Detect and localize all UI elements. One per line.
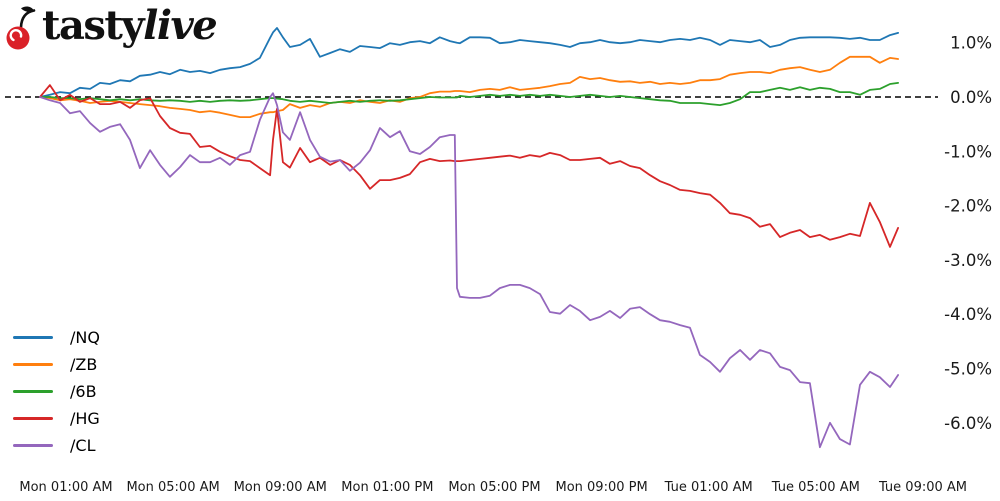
logo-text-live: live — [143, 2, 218, 49]
x-tick-label: Tue 05:00 AM — [771, 480, 860, 495]
y-tick-label: -5.0% — [944, 360, 992, 379]
x-tick-label: Tue 09:00 AM — [878, 480, 967, 495]
legend-line-swatch-cl — [13, 444, 53, 447]
legend-item-label: /ZB — [70, 354, 98, 374]
series-line-6b — [39, 82, 899, 106]
series-line-cl — [39, 92, 899, 449]
tastylive-logo: tastylive — [6, 2, 218, 51]
legend-item-zb: /ZB — [13, 351, 100, 378]
y-tick-label: 1.0% — [950, 34, 992, 53]
logo-wordmark: tastylive — [42, 2, 218, 49]
x-tick-label: Mon 01:00 AM — [19, 480, 112, 495]
legend-item-6b: /6B — [13, 378, 100, 405]
x-tick-label: Mon 05:00 PM — [448, 480, 540, 495]
x-tick-label: Mon 09:00 PM — [555, 480, 647, 495]
logo-text-tasty: tasty — [42, 2, 145, 49]
legend-line-swatch-6b — [13, 390, 53, 393]
y-tick-label: -3.0% — [944, 251, 992, 270]
legend-line-swatch-nq — [13, 336, 53, 339]
legend-line-swatch-zb — [13, 363, 53, 366]
legend-item-label: /6B — [70, 381, 97, 401]
legend-item-label: /CL — [70, 435, 96, 455]
y-tick-label: 0.0% — [950, 88, 992, 107]
legend-line-swatch-hg — [13, 417, 53, 420]
x-tick-label: Mon 05:00 AM — [126, 480, 219, 495]
y-tick-label: -4.0% — [944, 305, 992, 324]
legend-item-nq: /NQ — [13, 324, 100, 351]
legend-item-cl: /CL — [13, 432, 100, 459]
x-tick-label: Mon 01:00 PM — [341, 480, 433, 495]
y-tick-label: -1.0% — [944, 142, 992, 161]
cherry-icon — [6, 6, 36, 50]
legend-item-label: /HG — [70, 408, 100, 428]
series-line-zb — [39, 55, 899, 118]
series-line-nq — [39, 27, 899, 98]
chart-legend: /NQ /ZB /6B /HG /CL — [13, 324, 100, 459]
legend-item-hg: /HG — [13, 405, 100, 432]
y-tick-label: -6.0% — [944, 414, 992, 433]
y-tick-label: -2.0% — [944, 197, 992, 216]
x-tick-label: Tue 01:00 AM — [664, 480, 753, 495]
x-tick-label: Mon 09:00 AM — [234, 480, 327, 495]
series-line-hg — [39, 84, 899, 248]
legend-item-label: /NQ — [70, 327, 100, 347]
